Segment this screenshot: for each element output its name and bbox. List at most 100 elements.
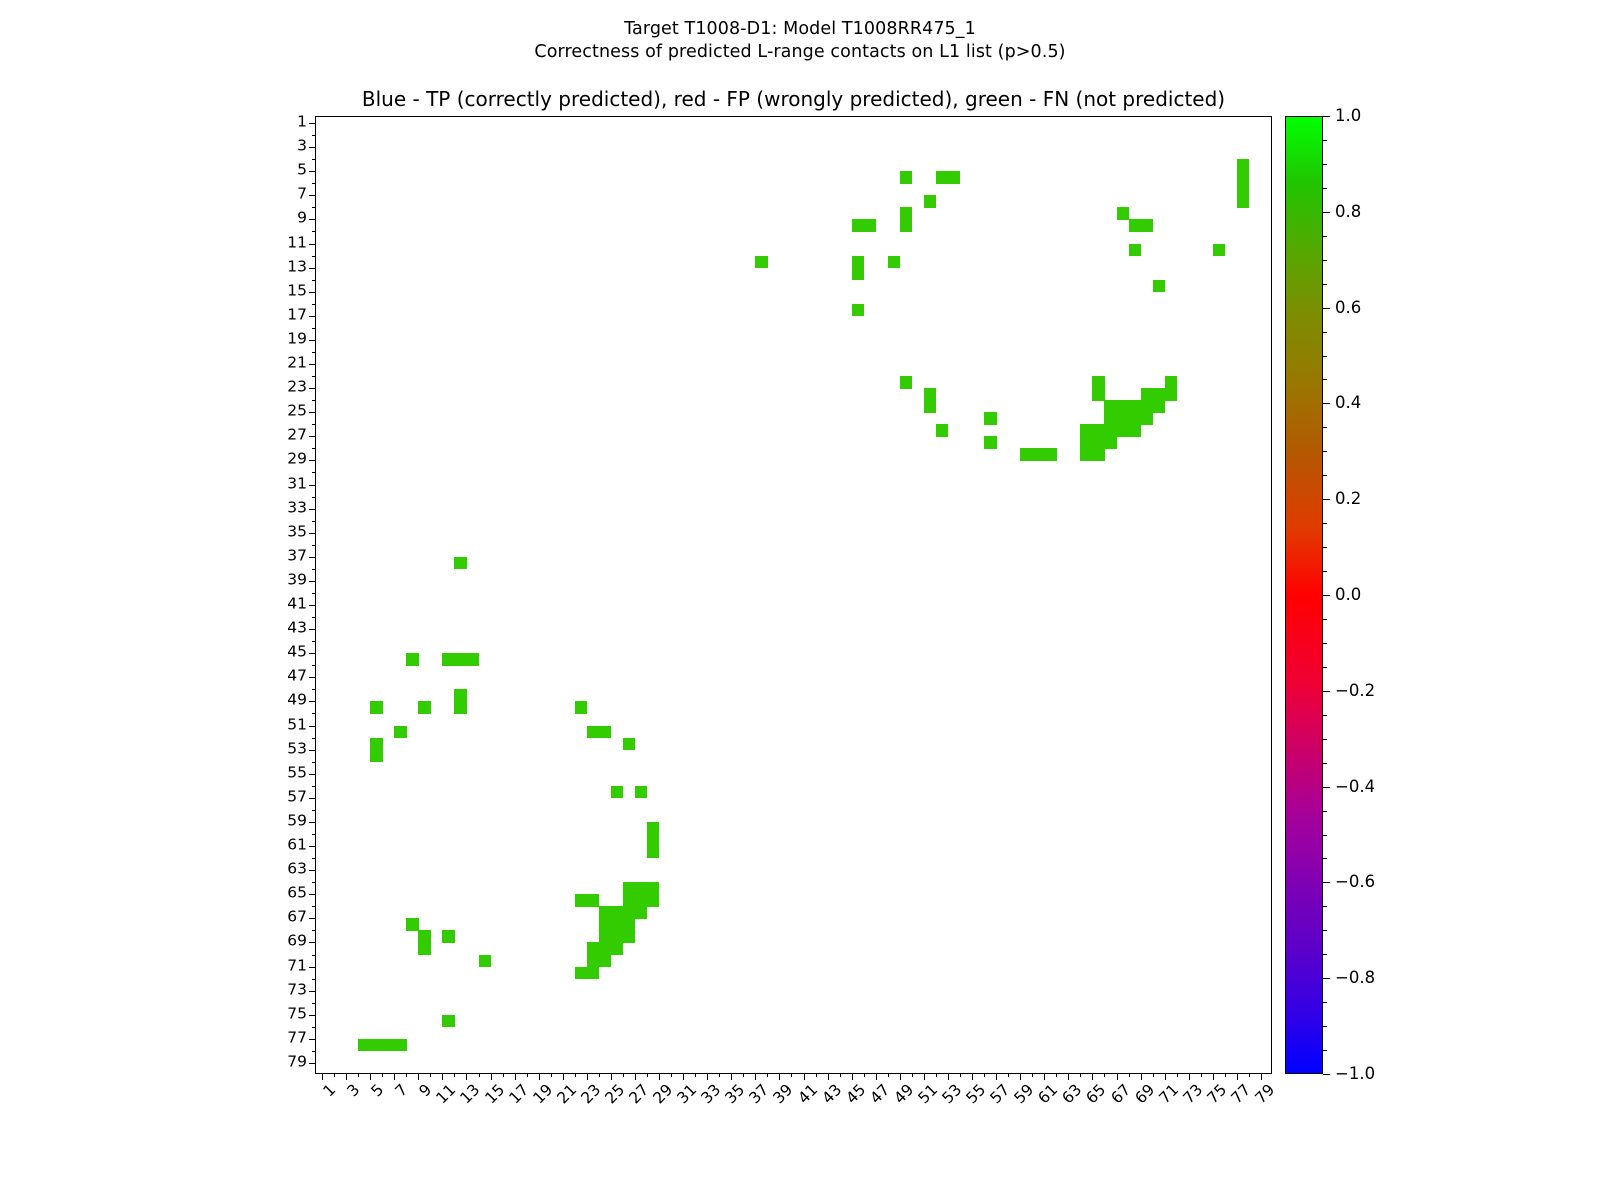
y-axis-tick xyxy=(309,846,316,848)
contact-cell xyxy=(923,400,937,413)
colorbar-tick-label: 0.0 xyxy=(1335,585,1362,604)
y-axis-tick-label: 69 xyxy=(287,931,307,950)
y-axis-tick-label: 79 xyxy=(287,1052,307,1071)
contact-cell xyxy=(947,171,961,184)
colorbar-tick-label: 0.4 xyxy=(1335,393,1362,413)
x-axis-tick xyxy=(984,1073,986,1077)
x-axis-tick xyxy=(1128,1073,1130,1077)
x-axis-tick xyxy=(610,1073,612,1080)
x-axis-tick xyxy=(586,1073,588,1080)
colorbar-minor-tick xyxy=(1323,714,1327,716)
x-axis-tick-label: 65 xyxy=(1083,1080,1110,1108)
contact-cell xyxy=(586,725,600,738)
y-axis-tick-label: 71 xyxy=(287,956,307,975)
x-axis-tick-label: 7 xyxy=(391,1080,412,1101)
y-axis-tick xyxy=(309,942,316,944)
x-axis-tick xyxy=(1224,1073,1226,1077)
contact-cell xyxy=(586,966,600,979)
x-axis-tick xyxy=(1080,1073,1082,1077)
x-axis-tick xyxy=(1164,1073,1166,1080)
contact-cell xyxy=(1080,436,1093,449)
y-axis-tick xyxy=(312,424,316,426)
y-axis-tick-label: 1 xyxy=(297,112,307,131)
y-axis-tick xyxy=(312,617,316,619)
y-axis-tick xyxy=(312,785,316,787)
y-axis-tick xyxy=(312,592,316,594)
colorbar-minor-tick xyxy=(1323,523,1327,525)
colorbar-minor-tick xyxy=(1323,235,1327,237)
y-axis-tick-label: 39 xyxy=(287,570,307,589)
y-axis-tick xyxy=(309,219,316,221)
x-axis-tick-label: 49 xyxy=(890,1080,918,1108)
x-axis-tick xyxy=(815,1073,817,1077)
contact-cell xyxy=(418,942,431,955)
contact-cell xyxy=(1116,412,1129,425)
colorbar-tick-label: 0.8 xyxy=(1335,201,1362,221)
y-axis-tick-label: 23 xyxy=(287,377,307,396)
y-axis-tick-label: 47 xyxy=(287,666,307,685)
contact-cell xyxy=(598,942,612,955)
contact-cell xyxy=(418,930,431,943)
contact-cell xyxy=(406,918,419,931)
contact-cell xyxy=(1128,424,1141,437)
x-axis-tick-label: 43 xyxy=(818,1080,845,1108)
y-axis-tick xyxy=(309,388,316,390)
contact-cell xyxy=(635,785,648,799)
contact-cell xyxy=(647,882,660,895)
y-axis-tick xyxy=(309,243,316,245)
x-axis-tick xyxy=(526,1073,528,1077)
colorbar-minor-tick xyxy=(1323,451,1327,453)
colorbar-minor-tick xyxy=(1323,475,1327,477)
contact-cell xyxy=(1128,243,1141,256)
contact-cell xyxy=(406,653,419,666)
y-axis-tick xyxy=(309,484,316,486)
contact-cell xyxy=(1152,279,1166,293)
x-axis-tick xyxy=(490,1073,492,1080)
y-axis-tick xyxy=(312,858,316,860)
x-axis-tick xyxy=(346,1073,348,1080)
contact-cell xyxy=(478,954,491,967)
y-axis-tick-labels: 1 3 5 7 9 11 13 15 17 19 21 23 25 27 29 31 33 35 37 39 41 43 4… xyxy=(255,112,307,1074)
y-axis-tick-label: 75 xyxy=(287,1004,307,1023)
colorbar-minor-tick xyxy=(1323,738,1327,740)
contact-cell xyxy=(622,737,636,751)
y-axis-tick xyxy=(312,496,316,498)
y-axis-tick-label: 43 xyxy=(287,618,307,637)
contact-cell xyxy=(610,918,624,931)
x-axis-tick xyxy=(418,1073,420,1080)
y-axis-tick xyxy=(309,339,316,341)
x-axis-tick-label: 57 xyxy=(986,1080,1014,1108)
colorbar-minor-tick xyxy=(1323,259,1327,261)
x-axis-tick xyxy=(947,1073,949,1080)
x-axis-tick-label: 51 xyxy=(914,1080,942,1108)
x-axis-tick xyxy=(899,1073,901,1080)
y-axis-tick xyxy=(309,894,316,896)
contact-cell xyxy=(984,436,997,449)
colorbar-minor-tick xyxy=(1323,810,1327,812)
y-axis-tick xyxy=(312,882,316,884)
colorbar-minor-tick xyxy=(1323,379,1327,381)
contact-cell xyxy=(622,918,636,931)
colorbar-tick-label: −0.4 xyxy=(1335,776,1376,796)
y-axis-tick xyxy=(309,773,316,775)
x-axis-tick xyxy=(743,1073,745,1077)
x-axis-tick xyxy=(960,1073,962,1077)
contact-cell xyxy=(1140,219,1154,232)
x-axis-tick xyxy=(1092,1073,1094,1080)
contact-cell xyxy=(1092,388,1105,401)
y-axis-tick xyxy=(309,315,316,317)
colorbar-tick-label: 0.2 xyxy=(1335,489,1362,509)
x-axis-tick-label: 59 xyxy=(1010,1080,1038,1108)
y-axis-tick xyxy=(312,833,316,835)
contact-cell xyxy=(598,918,612,931)
y-axis-tick xyxy=(309,1062,316,1064)
contact-cell xyxy=(466,653,479,666)
contact-cell xyxy=(851,267,865,281)
contact-cell xyxy=(851,303,865,317)
x-axis-tick-label: 35 xyxy=(721,1080,749,1108)
y-axis-tick xyxy=(309,701,316,703)
contact-cell xyxy=(1080,424,1093,437)
contact-cell xyxy=(598,725,612,738)
colorbar-tick-label: −1.0 xyxy=(1335,1064,1376,1083)
colorbar-gradient xyxy=(1285,116,1323,1074)
